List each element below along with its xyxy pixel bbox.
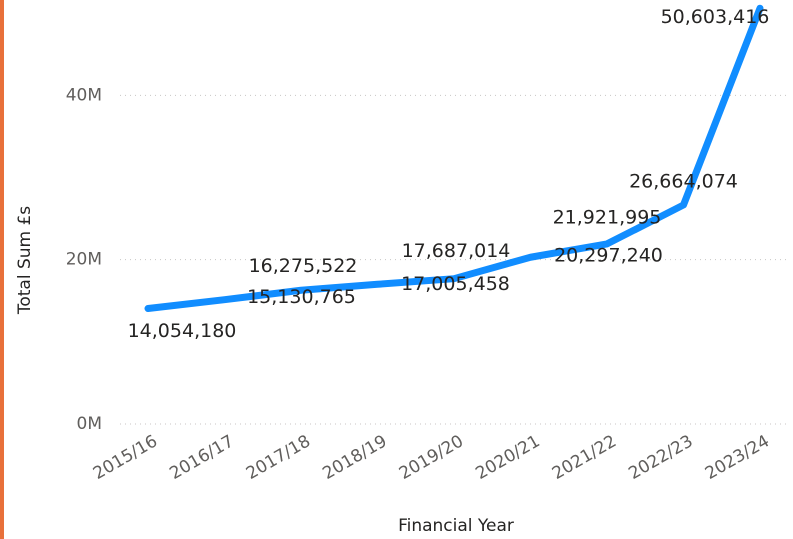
data-label: 21,921,995 [553,206,662,228]
data-label: 14,054,180 [128,320,237,342]
x-tick-label: 2022/23 [625,431,696,484]
x-tick-label: 2018/19 [319,431,390,484]
left-border [0,0,4,539]
data-label: 20,297,240 [554,245,663,267]
data-label: 50,603,416 [661,6,770,28]
y-axis-title: Total Sum £s [15,206,35,315]
y-tick-label: 20M [66,250,102,270]
y-tick-label: 0M [77,414,102,434]
x-tick-label: 2020/21 [472,431,543,484]
data-label: 17,005,458 [401,273,510,295]
x-axis-title: Financial Year [398,516,514,536]
data-label: 15,130,765 [247,286,356,308]
data-label: 17,687,014 [402,240,511,262]
line [144,4,764,313]
x-tick-label: 2021/22 [549,431,620,484]
x-tick-label: 2019/20 [396,431,467,484]
y-tick-label: 40M [66,85,102,105]
data-label: 16,275,522 [249,255,358,277]
x-tick-label: 2016/17 [166,431,237,484]
data-label: 26,664,074 [629,170,738,192]
x-tick-label: 2017/18 [243,431,314,484]
x-tick-label: 2015/16 [90,431,161,484]
x-tick-label: 2023/24 [702,431,773,484]
